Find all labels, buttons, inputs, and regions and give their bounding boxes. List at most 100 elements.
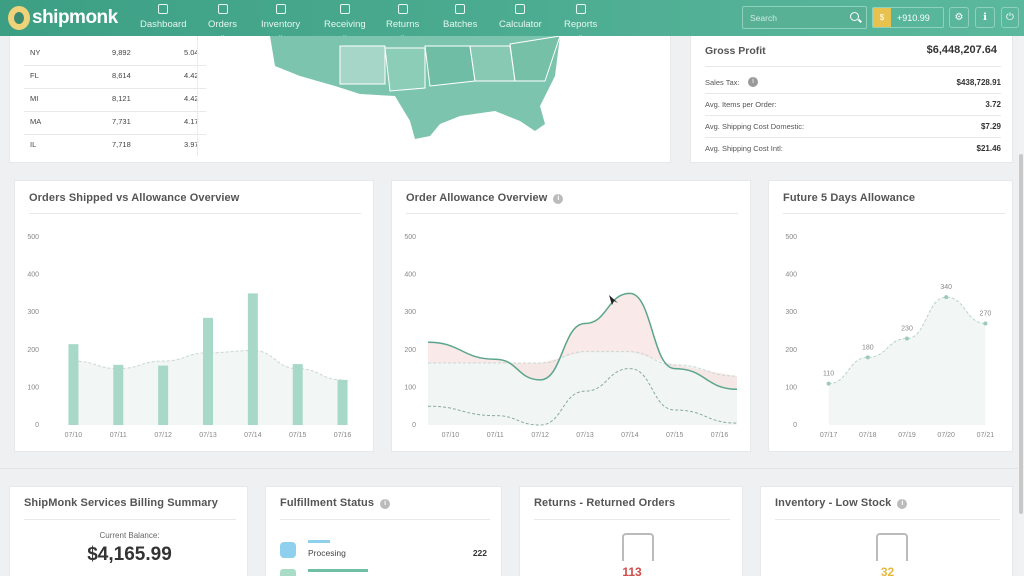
bar bbox=[337, 379, 348, 425]
inventory-icon bbox=[275, 4, 286, 14]
cell-orders: 7,731 bbox=[112, 117, 131, 126]
logout-button[interactable]: ⏻ bbox=[1001, 7, 1019, 28]
us-map bbox=[270, 36, 561, 139]
profit-row-value: 3.72 bbox=[985, 100, 1001, 109]
x-tick-label: 07/11 bbox=[487, 432, 504, 439]
x-tick-label: 07/13 bbox=[199, 432, 217, 439]
nav-label: Returns bbox=[386, 19, 420, 30]
warehouse-icon bbox=[622, 533, 654, 561]
scrollbar-thumb[interactable] bbox=[1019, 154, 1023, 514]
y-tick-label: 200 bbox=[404, 347, 416, 354]
card-title: Inventory - Low Stock i bbox=[775, 497, 908, 509]
info-icon[interactable]: i bbox=[380, 499, 391, 509]
shipmonk-logo[interactable]: shipmonk bbox=[8, 6, 118, 30]
future-allowance-card: Future 5 Days Allowance 0 100 200 300 400 500… bbox=[768, 180, 1013, 452]
orders-by-state-card: NY 9,892 5.04 FL 8,614 4.42 MI 8,121 4.42 MA 7,731… bbox=[9, 36, 671, 163]
nav-returns[interactable]: Returns⌄ bbox=[386, 4, 420, 39]
orders-shipped-card: Orders Shipped vs Allowance Overview 0 10… bbox=[14, 180, 374, 452]
page-scrollbar[interactable] bbox=[1018, 36, 1024, 576]
gross-profit-value: $6,448,207.64 bbox=[926, 44, 997, 56]
data-label: 180 bbox=[862, 344, 874, 351]
chevron-down-icon: ⌄ bbox=[278, 31, 284, 39]
order-allowance-card: Order Allowance Overview i 0 100 200 300 400 5… bbox=[391, 180, 751, 452]
data-point bbox=[905, 336, 909, 341]
profit-row-value: $21.46 bbox=[976, 144, 1001, 153]
profit-row-label: Sales Tax: bbox=[705, 78, 740, 87]
order-allowance-chart: 0 100 200 300 400 500 07/10 07/11 07/12 07/13 07/1… bbox=[404, 234, 738, 439]
nav-orders[interactable]: Orders⌄ bbox=[208, 4, 237, 39]
bar bbox=[292, 364, 303, 425]
calculator-icon bbox=[515, 4, 526, 14]
data-label: 230 bbox=[901, 326, 913, 333]
nav-batches[interactable]: Batches bbox=[443, 4, 477, 30]
info-icon[interactable]: i bbox=[748, 77, 758, 87]
user-icon: ℹ bbox=[983, 12, 987, 23]
data-point bbox=[983, 321, 988, 326]
info-icon[interactable]: i bbox=[553, 194, 564, 204]
search-input[interactable] bbox=[743, 7, 866, 28]
future-allowance-chart: 0 100 200 300 400 500 07/17 07/18 07/19 07/20 07/2… bbox=[785, 234, 995, 439]
y-tick-label: 500 bbox=[785, 234, 797, 241]
card-title: Order Allowance Overview i bbox=[406, 192, 564, 204]
user-button[interactable]: ℹ bbox=[975, 7, 995, 28]
data-label: 270 bbox=[980, 310, 992, 317]
orders-icon bbox=[217, 4, 228, 14]
cell-state: MI bbox=[30, 94, 39, 103]
cell-orders: 7,718 bbox=[112, 140, 131, 149]
current-balance: $4,165.99 bbox=[87, 544, 172, 565]
nav-reports[interactable]: Reports⌄ bbox=[564, 4, 597, 39]
y-tick-label: 0 bbox=[412, 422, 416, 429]
settings-button[interactable]: ⚙ bbox=[949, 7, 969, 28]
data-point bbox=[826, 381, 831, 386]
balance-label: Current Balance: bbox=[99, 531, 160, 540]
x-tick-label: 07/21 bbox=[977, 432, 995, 439]
logout-icon: ⏻ bbox=[1006, 12, 1014, 23]
data-point bbox=[944, 295, 949, 300]
info-icon[interactable]: i bbox=[897, 499, 908, 509]
balance-badge[interactable]: $ +910.99 bbox=[872, 7, 944, 28]
nav-dashboard[interactable]: Dashboard bbox=[140, 4, 186, 30]
card-title: Orders Shipped vs Allowance Overview bbox=[29, 192, 240, 204]
card-title: Future 5 Days Allowance bbox=[783, 192, 916, 204]
cell-pct: 3.97 bbox=[184, 140, 199, 149]
x-tick-label: 07/17 bbox=[820, 432, 838, 439]
overage-area bbox=[428, 293, 737, 390]
x-tick-label: 07/20 bbox=[937, 432, 955, 439]
top-navbar: shipmonk Dashboard Orders⌄ Inventory⌄ Re… bbox=[0, 0, 1024, 39]
cell-pct: 4.42 bbox=[184, 71, 199, 80]
bar bbox=[68, 344, 79, 425]
x-tick-label: 07/14 bbox=[621, 432, 639, 439]
cell-orders: 8,121 bbox=[112, 94, 131, 103]
x-tick-label: 07/15 bbox=[666, 432, 684, 439]
x-tick-label: 07/12 bbox=[531, 432, 549, 439]
profit-row-value: $7.29 bbox=[980, 122, 1001, 131]
search-icon[interactable] bbox=[850, 12, 859, 21]
x-tick-label: 07/16 bbox=[711, 432, 729, 439]
fulfillment-status-card: Fulfillment Status i Procesing 222 bbox=[265, 486, 502, 576]
cell-state: IL bbox=[30, 140, 37, 149]
profit-row-value: $438,728.91 bbox=[956, 78, 1002, 87]
nav-receiving[interactable]: Receiving⌄ bbox=[324, 4, 366, 39]
x-tick-label: 07/12 bbox=[154, 432, 172, 439]
card-title: ShipMonk Services Billing Summary bbox=[24, 497, 219, 509]
bar bbox=[158, 365, 169, 425]
x-tick-label: 07/10 bbox=[442, 432, 460, 439]
chevron-down-icon: ⌄ bbox=[220, 31, 226, 39]
nav-label: Receiving bbox=[324, 19, 366, 30]
nav-inventory[interactable]: Inventory⌄ bbox=[261, 4, 300, 39]
card-title: Returns - Returned Orders bbox=[534, 497, 676, 509]
monk-logo-icon bbox=[8, 6, 30, 30]
data-label: 110 bbox=[823, 371, 834, 378]
cell-pct: 4.42 bbox=[184, 94, 199, 103]
cell-orders: 9,892 bbox=[112, 48, 131, 57]
returns-icon bbox=[397, 4, 408, 14]
y-tick-label: 200 bbox=[785, 347, 797, 354]
profit-row-label: Avg. Shipping Cost Domestic: bbox=[705, 122, 805, 131]
search-box bbox=[742, 6, 867, 29]
nav-label: Batches bbox=[443, 19, 478, 30]
y-tick-label: 100 bbox=[785, 384, 797, 391]
y-tick-label: 0 bbox=[35, 422, 39, 429]
nav-calculator[interactable]: Calculator bbox=[499, 4, 542, 30]
card-title: Fulfillment Status i bbox=[280, 497, 391, 509]
x-tick-label: 07/10 bbox=[65, 432, 83, 439]
